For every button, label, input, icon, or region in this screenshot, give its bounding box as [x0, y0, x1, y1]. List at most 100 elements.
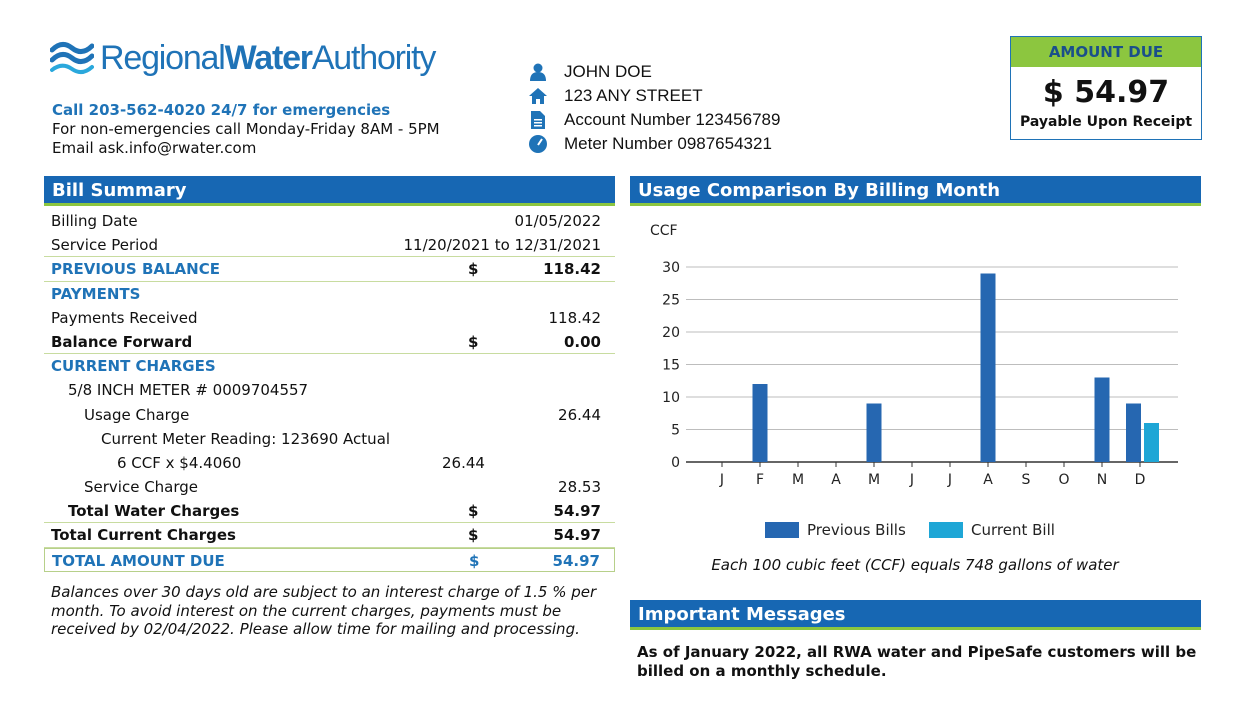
total-current-label: Total Current Charges	[51, 526, 236, 545]
ccf-footnote: Each 100 cubic feet (CCF) equals 748 gal…	[711, 556, 1119, 574]
billing-date-label: Billing Date	[51, 212, 138, 230]
usage-chart: CCF 0 5 10 15 20 25 30 J F M A M J J A S O N D Previous Bill…	[632, 212, 1198, 556]
payments-row: PAYMENTS	[44, 282, 615, 306]
y-tick-label: 20	[662, 325, 680, 341]
service-charge-label: Service Charge	[84, 478, 199, 497]
service-charge-value: 28.53	[558, 478, 601, 497]
total-due-label: TOTAL AMOUNT DUE	[52, 551, 225, 570]
total-water-row: Total Water Charges $ 54.97	[44, 499, 615, 524]
service-charge-row: Service Charge 28.53	[44, 475, 615, 499]
billing-date-value: 01/05/2022	[514, 212, 601, 230]
y-tick-label: 25	[662, 293, 680, 309]
emergency-phone: Call 203-562-4020 24/7 for emergencies	[52, 101, 391, 119]
x-tick-label: M	[792, 472, 804, 488]
y-tick-label: 15	[662, 358, 680, 374]
legend-label: Previous Bills	[807, 521, 906, 539]
document-icon	[527, 110, 549, 130]
total-current-row: Total Current Charges $ 54.97	[44, 523, 615, 548]
service-period-row: Service Period 11/20/2021 to 12/31/2021	[44, 233, 615, 258]
y-axis-label: CCF	[650, 223, 678, 239]
contact-info: Call 203-562-4020 24/7 for emergencies F…	[52, 101, 440, 158]
interest-note: Balances over 30 days old are subject to…	[51, 583, 597, 638]
usage-charge-row: Usage Charge 26.44	[44, 403, 615, 427]
total-water-label: Total Water Charges	[68, 502, 240, 521]
non-emergency-hours: For non-emergencies call Monday-Friday 8…	[52, 120, 440, 138]
balance-forward-row: Balance Forward $ 0.00	[44, 330, 615, 355]
important-messages-header: Important Messages	[630, 600, 1201, 630]
balance-forward-label: Balance Forward	[51, 332, 193, 351]
meter-label: 5/8 INCH METER # 0009704557	[68, 381, 309, 400]
payments-received-value: 118.42	[548, 308, 602, 327]
y-tick-label: 5	[671, 423, 680, 439]
previous-balance-value: 118.42	[543, 260, 601, 279]
rwa-logo: RegionalWaterAuthority	[50, 38, 436, 78]
bar-previous	[1094, 377, 1110, 462]
x-tick-label: A	[983, 472, 993, 488]
street-address: 123 ANY STREET	[564, 86, 703, 105]
payable-note: Payable Upon Receipt	[1019, 114, 1193, 130]
rate-amount: 26.44	[442, 453, 485, 472]
account-number-row: Account Number 123456789	[527, 108, 780, 132]
usage-bar-chart: CCF 0 5 10 15 20 25 30 J F M A M J J A S O N D Previous Bill…	[650, 223, 1178, 539]
currency-symbol: $	[468, 260, 479, 279]
currency-symbol: $	[468, 332, 479, 351]
y-tick-label: 10	[662, 390, 680, 406]
bar-previous	[980, 273, 996, 462]
account-info: JOHN DOE 123 ANY STREET Account Number 1…	[527, 60, 780, 156]
meter-number: Meter Number 0987654321	[564, 134, 772, 153]
bar-current	[1144, 423, 1159, 462]
usage-charge-label: Usage Charge	[84, 405, 190, 424]
x-tick-label: A	[831, 472, 841, 488]
previous-balance-label: PREVIOUS BALANCE	[51, 260, 220, 279]
home-icon	[527, 86, 549, 106]
total-current-value: 54.97	[553, 526, 601, 545]
previous-balance-row: PREVIOUS BALANCE $ 118.42	[44, 257, 615, 282]
customer-name: JOHN DOE	[564, 62, 652, 81]
amount-due-heading: AMOUNT DUE	[1011, 37, 1201, 67]
x-tick-label: O	[1058, 472, 1069, 488]
amount-due-value: $ 54.97	[1042, 75, 1170, 110]
x-tick-label: J	[947, 472, 952, 488]
x-tick-label: D	[1135, 472, 1146, 488]
usage-comparison-header: Usage Comparison By Billing Month	[630, 176, 1201, 206]
rate-row: 6 CCF x $4.4060 26.44	[44, 451, 615, 475]
gauge-icon	[527, 134, 549, 154]
payments-received-label: Payments Received	[51, 308, 198, 327]
currency-symbol: $	[468, 502, 479, 521]
y-tick-label: 30	[662, 260, 680, 276]
meter-row: 5/8 INCH METER # 0009704557	[44, 378, 615, 402]
x-tick-label: S	[1022, 472, 1031, 488]
meter-reading-row: Current Meter Reading: 123690 Actual	[44, 427, 615, 451]
usage-charge-value: 26.44	[558, 405, 601, 424]
payments-received-row: Payments Received 118.42	[44, 306, 615, 330]
meter-reading-label: Current Meter Reading: 123690 Actual	[101, 429, 391, 448]
bill-summary-table: Billing Date 01/05/2022 Service Period 1…	[44, 209, 615, 572]
billing-date-row: Billing Date 01/05/2022	[44, 209, 615, 233]
x-tick-label: F	[756, 472, 764, 488]
account-number: Account Number 123456789	[564, 110, 781, 129]
payments-label: PAYMENTS	[51, 284, 141, 303]
amount-due-box: AMOUNT DUE $ 54.97 Payable Upon Receipt	[1010, 36, 1202, 140]
x-tick-label: J	[719, 472, 724, 488]
person-icon	[527, 62, 549, 82]
address-row: 123 ANY STREET	[527, 84, 780, 108]
y-tick-label: 0	[671, 455, 680, 471]
water-waves-icon	[50, 42, 94, 74]
legend-swatch	[765, 522, 799, 538]
important-message-text: As of January 2022, all RWA water and Pi…	[637, 643, 1197, 680]
currency-symbol: $	[468, 526, 479, 545]
current-charges-row: CURRENT CHARGES	[44, 354, 615, 378]
rate-label: 6 CCF x $4.4060	[117, 453, 242, 472]
total-amount-due-row: TOTAL AMOUNT DUE $ 54.97	[44, 547, 615, 572]
bill-summary-header: Bill Summary	[44, 176, 615, 206]
logo-wordmark: RegionalWaterAuthority	[100, 39, 436, 77]
legend-label: Current Bill	[971, 521, 1055, 539]
service-period-label: Service Period	[51, 236, 158, 255]
contact-email: Email ask.info@rwater.com	[52, 139, 257, 157]
bar-previous	[752, 384, 768, 462]
total-water-value: 54.97	[553, 502, 601, 521]
x-tick-label: M	[868, 472, 880, 488]
x-tick-label: J	[909, 472, 914, 488]
customer-name-row: JOHN DOE	[527, 60, 780, 84]
service-period-value: 11/20/2021 to 12/31/2021	[403, 236, 601, 255]
